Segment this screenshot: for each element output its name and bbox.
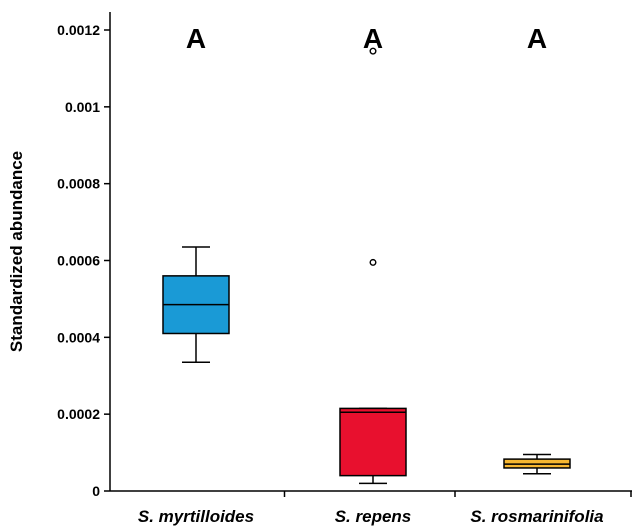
y-tick-label: 0.0006 — [57, 253, 100, 269]
y-tick-label: 0.001 — [65, 99, 100, 115]
y-tick-label: 0.0008 — [57, 176, 100, 192]
y-tick-label: 0.0002 — [57, 406, 100, 422]
y-tick-label: 0 — [92, 483, 100, 499]
group-letter: A — [186, 23, 206, 54]
y-axis-label: Standardized abundance — [7, 151, 26, 352]
group-letter: A — [363, 23, 383, 54]
outlier-point — [369, 47, 377, 55]
group-letter: A — [527, 23, 547, 54]
x-axis: S. myrtilloides S. repens S. rosmarinifoli… — [110, 490, 632, 526]
y-tick-label: 0.0004 — [57, 329, 100, 345]
box — [339, 407, 407, 477]
x-category-label: S. repens — [335, 507, 412, 526]
y-tick-label: 0.0012 — [57, 22, 100, 38]
x-category-label: S. rosmarinifolia — [470, 507, 603, 526]
y-axis: 0 0.0002 0.0004 0.0006 0.0008 0.001 0.0012 — [57, 12, 111, 499]
outlier-point — [369, 258, 377, 266]
box-group — [162, 246, 230, 364]
box-group — [503, 453, 571, 475]
boxes — [162, 47, 571, 485]
x-category-label: S. myrtilloides — [138, 507, 254, 526]
box-group — [339, 47, 407, 485]
